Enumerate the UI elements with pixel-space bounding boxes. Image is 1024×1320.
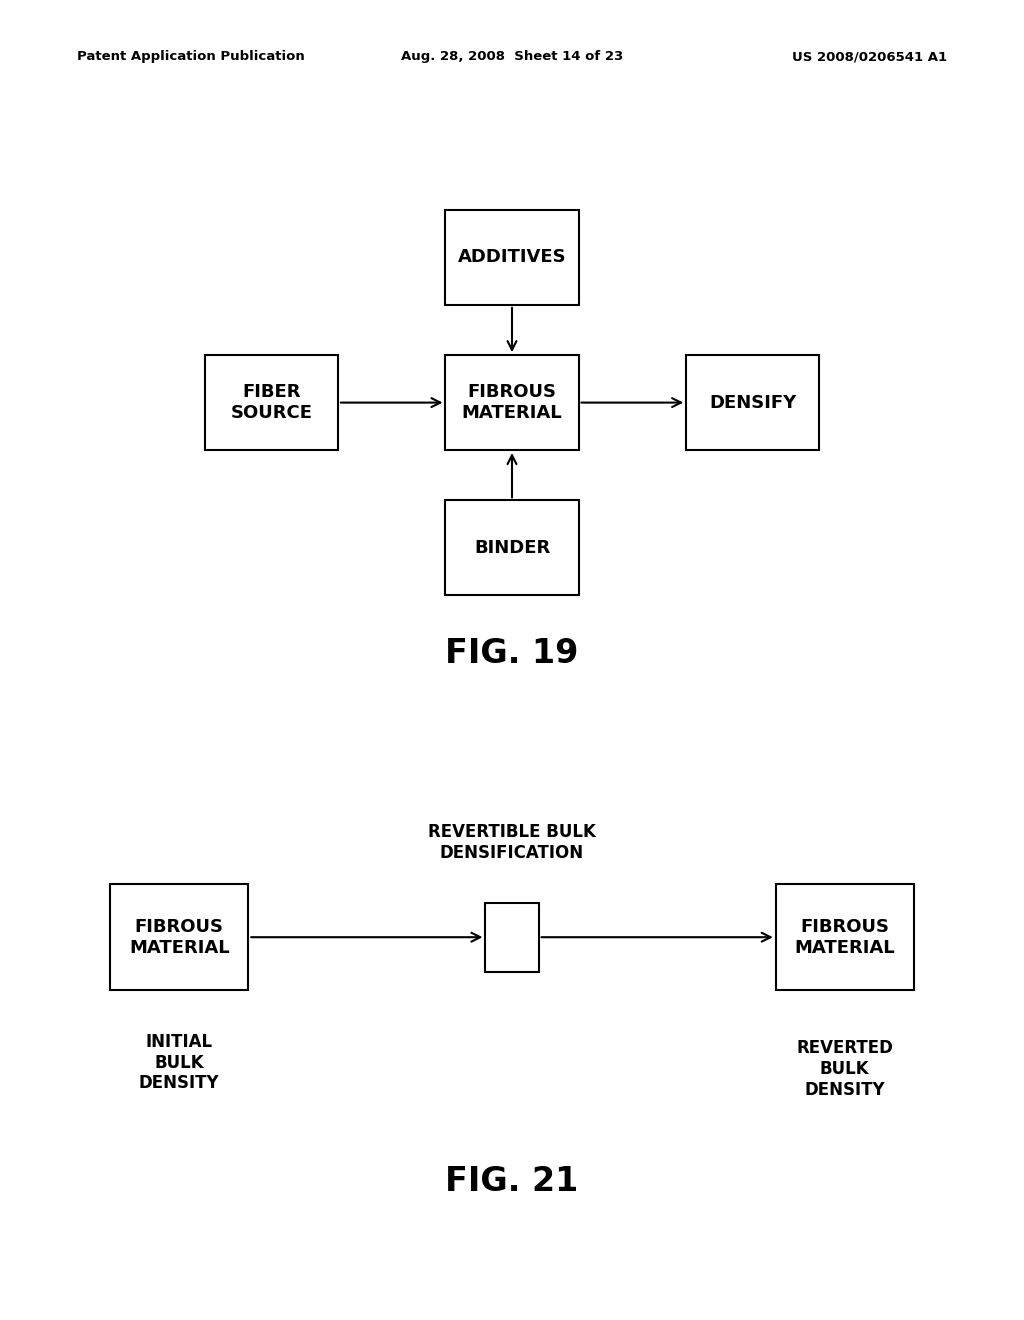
Text: REVERTIBLE BULK
DENSIFICATION: REVERTIBLE BULK DENSIFICATION — [428, 822, 596, 862]
FancyBboxPatch shape — [110, 884, 248, 990]
Text: ADDITIVES: ADDITIVES — [458, 248, 566, 267]
Text: Patent Application Publication: Patent Application Publication — [77, 50, 304, 63]
Text: DENSIFY: DENSIFY — [709, 393, 797, 412]
Text: Aug. 28, 2008  Sheet 14 of 23: Aug. 28, 2008 Sheet 14 of 23 — [400, 50, 624, 63]
Text: FIG. 21: FIG. 21 — [445, 1166, 579, 1199]
Text: BINDER: BINDER — [474, 539, 550, 557]
FancyBboxPatch shape — [686, 355, 819, 450]
Text: FIBROUS
MATERIAL: FIBROUS MATERIAL — [795, 917, 895, 957]
Text: FIG. 19: FIG. 19 — [445, 636, 579, 671]
Text: INITIAL
BULK
DENSITY: INITIAL BULK DENSITY — [139, 1032, 219, 1093]
Text: FIBER
SOURCE: FIBER SOURCE — [230, 383, 312, 422]
FancyBboxPatch shape — [445, 500, 579, 595]
Text: US 2008/0206541 A1: US 2008/0206541 A1 — [793, 50, 947, 63]
Text: REVERTED
BULK
DENSITY: REVERTED BULK DENSITY — [797, 1039, 893, 1100]
FancyBboxPatch shape — [205, 355, 338, 450]
FancyBboxPatch shape — [485, 903, 539, 972]
FancyBboxPatch shape — [445, 355, 579, 450]
Text: FIBROUS
MATERIAL: FIBROUS MATERIAL — [462, 383, 562, 422]
Text: FIBROUS
MATERIAL: FIBROUS MATERIAL — [129, 917, 229, 957]
FancyBboxPatch shape — [445, 210, 579, 305]
FancyBboxPatch shape — [776, 884, 913, 990]
